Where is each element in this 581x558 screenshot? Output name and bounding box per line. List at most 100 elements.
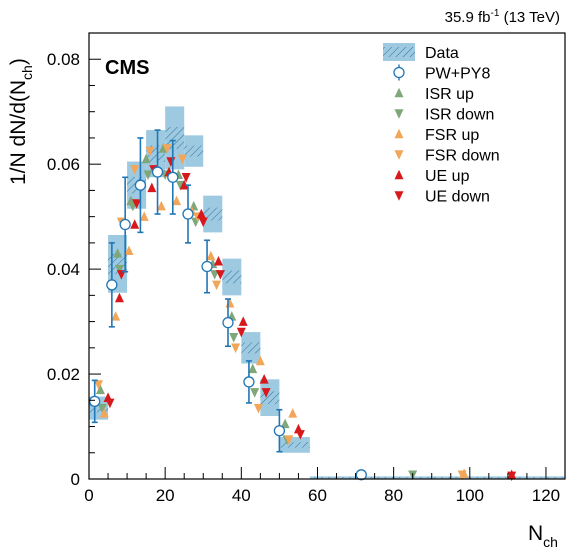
legend-pw-py8-marker	[393, 66, 405, 79]
fsr-down-point	[253, 403, 263, 414]
legend-marker	[394, 109, 404, 119]
ue-down-point	[507, 471, 517, 482]
legend-label: FSR down	[425, 148, 500, 165]
x-tick-label: 120	[532, 486, 560, 505]
pw-py8-point	[182, 208, 194, 220]
fsr-down-point	[212, 280, 222, 291]
isr-down-point	[143, 170, 153, 180]
ue-down-point	[295, 430, 305, 440]
legend-label: UE up	[425, 168, 470, 185]
x-tick-label: 60	[308, 486, 327, 505]
legend-marker	[394, 150, 404, 160]
fsr-up-point	[255, 355, 265, 366]
legend-marker	[394, 128, 404, 139]
x-axis: 0 20 40 60 80 100 120	[84, 467, 566, 505]
x-tick-label: 100	[456, 486, 484, 505]
fsr-down-point	[457, 470, 467, 481]
y-tick-label: 0.04	[47, 260, 80, 279]
isr-up-point	[141, 153, 151, 164]
cms-label: CMS	[105, 57, 149, 79]
fsr-down-point	[130, 165, 140, 175]
x-axis-title: Nch	[528, 522, 558, 550]
isr-down-point	[250, 388, 260, 398]
legend-marker	[394, 191, 404, 201]
fsr-down-point	[177, 154, 187, 165]
pw-py8-point	[273, 425, 286, 437]
fsr-up-point	[139, 211, 149, 221]
ue-down-point	[181, 173, 191, 183]
isr-up-point	[95, 384, 105, 395]
ue-up-point	[147, 182, 157, 193]
ue-up-point	[114, 292, 124, 303]
legend-marker	[394, 87, 404, 98]
fsr-up-point	[288, 408, 298, 418]
data-hatch	[279, 442, 310, 448]
pw-py8-point	[134, 179, 147, 191]
fsr-up-point	[206, 250, 216, 261]
ue-down-point	[215, 270, 225, 280]
pw-py8-point	[222, 316, 234, 329]
fsr-down-point	[162, 144, 172, 154]
data-hatch	[222, 270, 242, 284]
data-hatch	[260, 391, 280, 405]
ue-down-point	[261, 388, 271, 398]
x-tick-label: 20	[156, 486, 175, 505]
legend-label: FSR up	[425, 127, 479, 144]
fsr-down-point	[94, 380, 104, 390]
legend: Data PW+PY8 ISR up ISR down FSR up FSR down UE…	[383, 43, 500, 206]
x-tick-label: 40	[232, 486, 251, 505]
fsr-up-point	[111, 311, 121, 321]
isr-down-point	[97, 403, 107, 414]
legend-marker	[394, 169, 404, 180]
pw-py8-point	[355, 469, 367, 481]
y-axis-title: 1/N dN/d(Nch)	[7, 58, 35, 185]
pw-py8-point	[151, 166, 164, 178]
fsr-up-point	[156, 200, 166, 211]
y-axis: 0 0.02 0.04 0.06 0.08	[47, 32, 101, 489]
data-hatch	[108, 253, 128, 274]
ue-down-point	[132, 199, 142, 209]
isr-down-point	[229, 333, 239, 343]
x-tick-label: 0	[84, 486, 93, 505]
isr-up-point	[280, 418, 290, 429]
isr-up-point	[248, 363, 258, 374]
y-tick-label: 0.02	[47, 365, 80, 384]
fsr-down-point	[231, 343, 241, 354]
ue-up-point	[213, 255, 223, 266]
y-tick-label: 0	[71, 470, 80, 489]
data-hatch	[203, 207, 223, 221]
data-hatch	[165, 126, 185, 149]
data-hatch	[184, 145, 204, 157]
y-tick-label: 0.06	[47, 155, 80, 174]
ue-up-point	[179, 179, 189, 190]
legend-label: Data	[425, 45, 459, 62]
ue-up-point	[259, 374, 269, 384]
legend-label: ISR up	[425, 86, 474, 103]
fsr-down-point	[284, 435, 294, 445]
isr-up-point	[113, 248, 123, 258]
legend-label: PW+PY8	[425, 66, 490, 83]
ue-down-point	[236, 327, 246, 338]
pw-py8-point	[243, 376, 255, 388]
fsr-up-point	[172, 195, 182, 206]
header-right: 35.9 fb-1 (13 TeV)	[445, 8, 560, 26]
fsr-up-point	[99, 408, 109, 418]
fsr-down-point	[145, 146, 155, 157]
legend-label: ISR down	[425, 107, 494, 124]
pw-py8-point	[89, 395, 101, 407]
ue-up-point	[238, 316, 248, 326]
isr-down-point	[210, 270, 220, 280]
ue-up-point	[196, 208, 206, 219]
fsr-up-point	[124, 245, 134, 256]
plot-frame	[88, 32, 566, 480]
data-hatch	[241, 342, 261, 354]
ue-down-point	[198, 217, 208, 228]
ue-down-point	[105, 398, 115, 409]
data-hatch	[309, 477, 565, 479]
legend-data-hatch	[383, 47, 415, 57]
plot-area	[89, 106, 565, 482]
x-tick-label: 80	[384, 486, 403, 505]
pw-py8-point	[106, 279, 118, 291]
pw-py8-point	[201, 260, 213, 273]
